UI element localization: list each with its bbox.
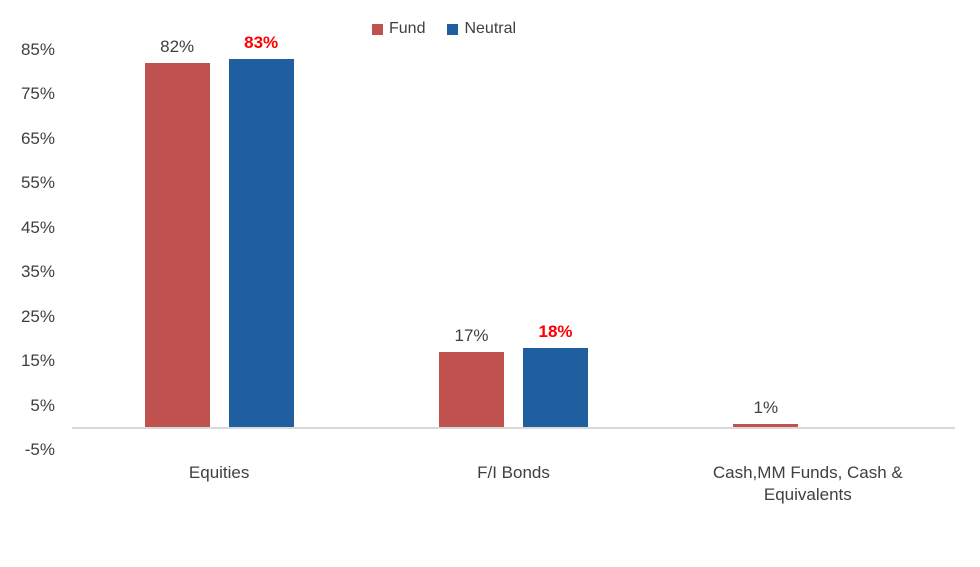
bar-value-label: 17% [454,326,489,346]
category-label-f-i-bonds: F/I Bonds [477,463,550,482]
bar-fund-f-i-bonds [439,352,504,428]
category-label-cash-mm-funds-cash-equivalents: Cash,MM Funds, Cash & Equivalents [712,463,903,504]
y-tick-label: 15% [20,351,55,371]
bar-neutral-f-i-bonds [523,347,588,428]
bar-neutral-equities [228,58,294,428]
bar-fund-equities [144,63,210,428]
legend-swatch-icon [372,23,383,35]
chart-legend: Fund Neutral [372,20,516,38]
legend-swatch-icon [447,23,459,35]
y-tick-label: 35% [20,262,55,282]
y-tick-label: 55% [20,173,55,193]
legend-item-fund: Fund [372,20,425,38]
bar-value-label: 18% [538,321,573,341]
bar-value-label: 83% [244,32,279,52]
x-axis-line [72,427,955,429]
y-tick-label: 5% [30,395,55,415]
y-tick-label: 65% [20,128,55,148]
category-label-equities: Equities [188,463,250,482]
legend-item-neutral: Neutral [447,20,516,38]
y-tick-label: 85% [20,39,55,59]
bar-value-label: 82% [160,37,195,57]
y-tick-label: 75% [20,84,55,104]
y-tick-label: 45% [20,217,55,237]
y-tick-label: 25% [20,306,55,326]
legend-label: Fund [389,20,426,37]
legend-label: Neutral [464,20,517,37]
bar-fund-cash-mm-funds-cash-equivalents [733,423,799,428]
bar-value-label: 1% [753,397,779,417]
y-tick-label: -5% [24,440,55,460]
